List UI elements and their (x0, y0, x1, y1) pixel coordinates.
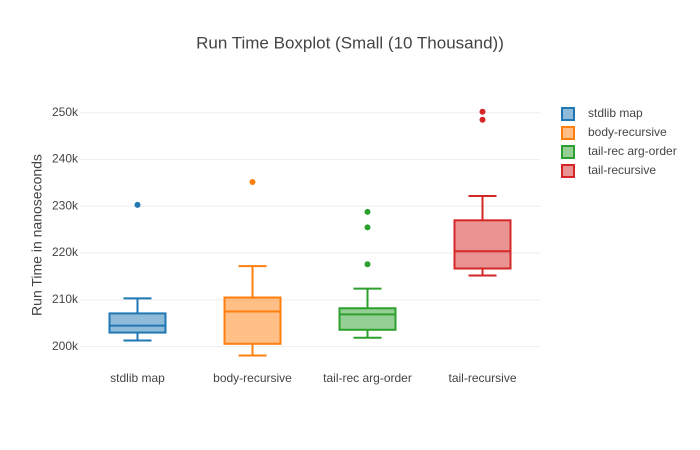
legend-swatch (561, 107, 575, 121)
outlier (479, 108, 486, 115)
outlier (364, 224, 371, 231)
legend-swatch (561, 164, 575, 178)
legend-label: stdlib map (588, 106, 643, 120)
y-axis-title: Run Time in nanoseconds (29, 154, 45, 316)
y-tick-label: 250k (52, 105, 79, 119)
y-tick-label: 220k (52, 245, 79, 259)
x-tick-label: body-recursive (213, 371, 292, 385)
legend-label: tail-rec arg-order (588, 144, 677, 158)
chart-title: Run Time Boxplot (Small (10 Thousand)) (196, 33, 504, 52)
legend-label: tail-recursive (588, 163, 656, 177)
y-tick-label: 240k (52, 152, 79, 166)
legend-swatch (561, 126, 575, 140)
y-tick-label: 230k (52, 198, 79, 212)
x-tick-label: tail-rec arg-order (323, 371, 412, 385)
box (108, 312, 167, 334)
x-tick-label: tail-recursive (448, 371, 516, 385)
outlier (134, 201, 141, 208)
outlier (364, 261, 371, 268)
box (338, 307, 397, 331)
outlier (249, 178, 256, 185)
x-tick-label: stdlib map (110, 371, 165, 385)
box (223, 296, 282, 345)
legend-swatch (561, 145, 575, 159)
y-tick-label: 200k (52, 339, 79, 353)
legend-label: body-recursive (588, 125, 667, 139)
box (453, 219, 512, 270)
outlier (479, 116, 486, 123)
outlier (364, 208, 371, 215)
y-tick-label: 210k (52, 292, 79, 306)
